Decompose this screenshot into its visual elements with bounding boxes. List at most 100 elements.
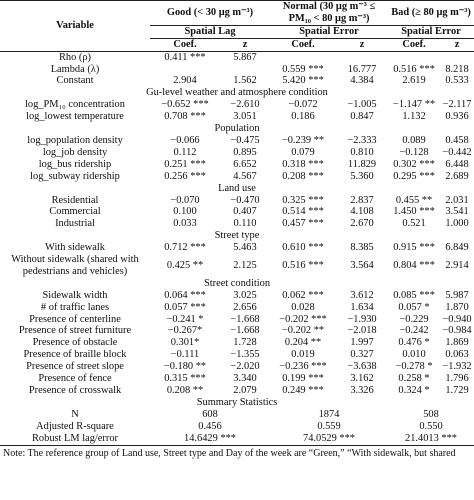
value-cell: 11.829 (347, 158, 377, 170)
value-cell: 4.108 (350, 206, 374, 218)
value-cell: 0.315 *** (164, 373, 206, 385)
value-cell: 608 (202, 408, 218, 420)
value-cell: −3.638 (347, 361, 377, 373)
value-cell: 0.301* (170, 337, 200, 349)
table-row: log_PM₁₀ concentration −0.652 *** −2.610 −0… (0, 99, 474, 111)
row-label: Presence of crosswalk (28, 385, 122, 396)
table-row: log_job density 0.112 0.895 0.079 0.810 −0.12… (0, 147, 474, 159)
value-cell: −0.984 (442, 325, 472, 337)
value-cell: 1.634 (350, 301, 374, 313)
value-cell: 0.455 ** (395, 194, 433, 206)
row-label: Presence of fence (38, 373, 112, 385)
value-cell: 0.516 *** (282, 259, 324, 271)
table-row: Presence of braille block −0.111 −1.355 0.0… (0, 349, 474, 361)
value-cell: 2.670 (350, 218, 374, 230)
table-row: Robust LM lag/error 14.6429 *** 74.0529 **… (0, 432, 474, 446)
row-label: Industrial (55, 218, 95, 230)
value-cell: 1.132 (402, 111, 426, 123)
header-cell: Good (< 30 μg m⁻³) (150, 0, 270, 26)
value-cell: 0.208 *** (282, 170, 324, 182)
value-cell: 0.019 (291, 349, 315, 361)
value-cell: −0.652 *** (161, 99, 209, 111)
value-cell: 21.4013 *** (388, 432, 474, 446)
header-cell: Spatial Error (388, 25, 474, 39)
value-cell: 0.256 *** (164, 170, 206, 182)
header-cell: Coef. (270, 38, 336, 52)
row-label: Presence of centerline (29, 313, 121, 325)
value-cell: −0.229 (399, 313, 429, 325)
value-cell: 2.079 (233, 385, 257, 396)
value-cell: 0.089 (402, 134, 426, 146)
section-heading: Gu-level weather and atmosphere conditio… (146, 87, 328, 99)
value-cell: 0.318 *** (282, 158, 324, 170)
value-cell: −0.475 (230, 134, 260, 146)
value-cell: 16.777 (347, 63, 377, 75)
header-cell: Normal (30 μg m⁻³ ≤ PM₁₀ < 80 μg m⁻³) (270, 0, 389, 26)
value-cell: 0.476 * (398, 337, 430, 349)
value-cell: 0.325 *** (282, 194, 324, 206)
value-cell: 2.656 (233, 301, 257, 313)
row-label: # of traffic lanes (40, 301, 110, 313)
value-cell: 2.837 (350, 194, 374, 206)
value-cell: 0.559 (317, 420, 341, 432)
value-cell: 6.448 (445, 158, 469, 170)
value-cell: 2.689 (445, 170, 469, 182)
table-row: Land use (0, 183, 474, 195)
table-row: Gu-level weather and atmosphere conditio… (0, 87, 474, 99)
value-cell: 2.031 (445, 194, 469, 206)
row-label: Presence of street slope (26, 361, 124, 373)
value-cell: 0.186 (291, 111, 315, 123)
value-cell: 0.010 (402, 349, 426, 361)
section-heading: Street type (214, 230, 260, 242)
value-cell (388, 51, 440, 63)
value-cell: 0.550 (419, 420, 443, 432)
value-cell: 5.360 (350, 170, 374, 182)
value-cell: −0.278 * (395, 361, 433, 373)
value-cell (150, 64, 220, 76)
value-cell: 1.796 (445, 373, 469, 385)
value-cell: 0.063 (445, 349, 469, 361)
value-cell: 4.384 (350, 75, 374, 87)
table-row: Rho (ρ) 0.411 *** 5.867 (0, 51, 474, 63)
value-cell: −1.932 (442, 361, 472, 373)
value-cell: −2.020 (230, 361, 260, 373)
section-heading: Summary Statistics (196, 396, 278, 408)
table-row: log_subway ridership 0.256 *** 4.567 0.208 … (0, 171, 474, 183)
value-cell: 3.025 (233, 289, 257, 301)
row-label: log_lowest temperature (26, 111, 124, 123)
value-cell: −0.236 *** (279, 361, 327, 373)
value-cell: 0.057 * (398, 301, 430, 313)
row-label: Presence of street furniture (18, 325, 132, 337)
value-cell: −1.930 (347, 313, 377, 325)
header-row: Variable Good (< 30 μg m⁻³) Normal (30 μg … (0, 0, 474, 52)
table-row: Presence of fence 0.315 *** 3.340 0.199 ***… (0, 373, 474, 385)
row-label: Sidewalk width (42, 289, 108, 301)
value-cell: 0.064 *** (164, 289, 206, 301)
value-cell: 0.936 (445, 111, 469, 123)
section-heading: Population (214, 123, 260, 135)
row-label: Residential (51, 194, 99, 206)
value-cell: 508 (423, 408, 439, 420)
header-cell: Spatial Lag (150, 25, 270, 39)
table-row: # of traffic lanes 0.057 *** 2.656 0.028 1.6… (0, 302, 474, 314)
table-row: Lambda (λ) 0.559 *** 16.777 0.516 *** 8.218 (0, 64, 474, 76)
header-cell: Coef. (388, 38, 441, 52)
value-cell: 0.559 *** (282, 63, 324, 75)
table-row: log_bus ridership 0.251 *** 6.652 0.318 ***… (0, 159, 474, 171)
value-cell: 0.425 ** (166, 259, 204, 271)
value-cell: −1.355 (230, 349, 260, 361)
row-label: Presence of obstacle (32, 337, 118, 349)
table-row: With sidewalk 0.712 *** 5.463 0.610 *** 8.38… (0, 242, 474, 254)
value-cell: 0.204 ** (284, 337, 322, 349)
value-cell: 0.915 *** (393, 242, 435, 254)
value-cell: 0.456 (198, 420, 222, 432)
table-row: Residential −0.070 −0.470 0.325 *** 2.837 0.4… (0, 195, 474, 207)
table-note: Note: The reference group of Land use, S… (3, 447, 456, 459)
table-row: Presence of street furniture −0.267* −1.66… (0, 325, 474, 337)
table-row: log_lowest temperature 0.708 *** 3.051 0.18… (0, 111, 474, 123)
value-cell: 4.567 (233, 170, 257, 182)
value-cell: 0.324 * (398, 385, 430, 396)
value-cell: 8.218 (445, 63, 469, 75)
value-cell: 6.849 (445, 242, 469, 254)
